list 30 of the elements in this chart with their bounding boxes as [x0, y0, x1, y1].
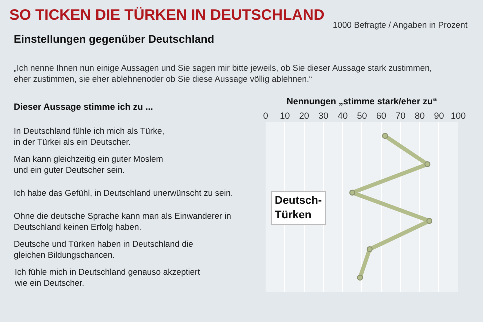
x-tick-label: 70 [396, 111, 406, 122]
x-tick-label: 0 [263, 111, 268, 122]
text: 1000 Befragte / Angaben in Prozent [333, 20, 468, 30]
y-tick-label: Ich habe das Gefühl, in Deutschland unerwünscht zu sein. [14, 188, 234, 198]
point [357, 274, 364, 281]
point [366, 246, 373, 252]
y-tick-label: Ich fühle mich in Deutschland genauso akzeptiert wie ein Deutscher. [14, 267, 201, 288]
point [350, 190, 356, 196]
x-tick-label: 50 [357, 111, 368, 122]
y-axis-title: Dieser Aussage stimme ich zu ... [14, 102, 154, 112]
x-tick-label: 60 [376, 111, 386, 122]
x-tick-label: 40 [338, 111, 348, 122]
x-tick-label: 80 [414, 111, 425, 122]
point [382, 133, 388, 140]
point [426, 218, 433, 224]
x-tick-label: 90 [434, 111, 444, 122]
x-tick-label: 10 [280, 111, 290, 122]
chart-title: SO TICKEN DIE TÜRKEN IN DEUTSCHLAND [10, 7, 325, 24]
text: Deutsch-Türken [275, 195, 322, 222]
x-tick-label: 100 [450, 111, 466, 122]
x-tick-label: 20 [299, 111, 310, 122]
x-axis-title: Nennungen „stimme stark/eher zu“ [286, 96, 438, 107]
text: „Ich nenne Ihnen nun einige Aussagen und Sie sagen mir bitte jeweils, ob Sie dieser Aussage stark zustimmen, eher zustimmen, sie eher ablehnenoder ob Sie diese Aussage völlig ablehnen.“ [14, 63, 432, 84]
y-tick-label: In Deutschland fühle ich mich als Türke, in der Türkei als ein Deutscher. [14, 126, 165, 148]
text: Einstellungen gegenüber Deutschland [14, 34, 214, 46]
point [424, 162, 431, 168]
y-tick-label: Deutsche und Türken haben in Deutschland die gleichen Bildungschancen. [14, 239, 194, 260]
y-tick-label: Man kann gleichzeitig ein guter Moslem und ein guter Deutscher sein. [14, 154, 164, 176]
y-tick-label: Ohne die deutsche Sprache kann man als Einwanderer in Deutschland keinen Erfolg haben. [14, 211, 232, 232]
x-tick-label: 30 [318, 111, 329, 122]
